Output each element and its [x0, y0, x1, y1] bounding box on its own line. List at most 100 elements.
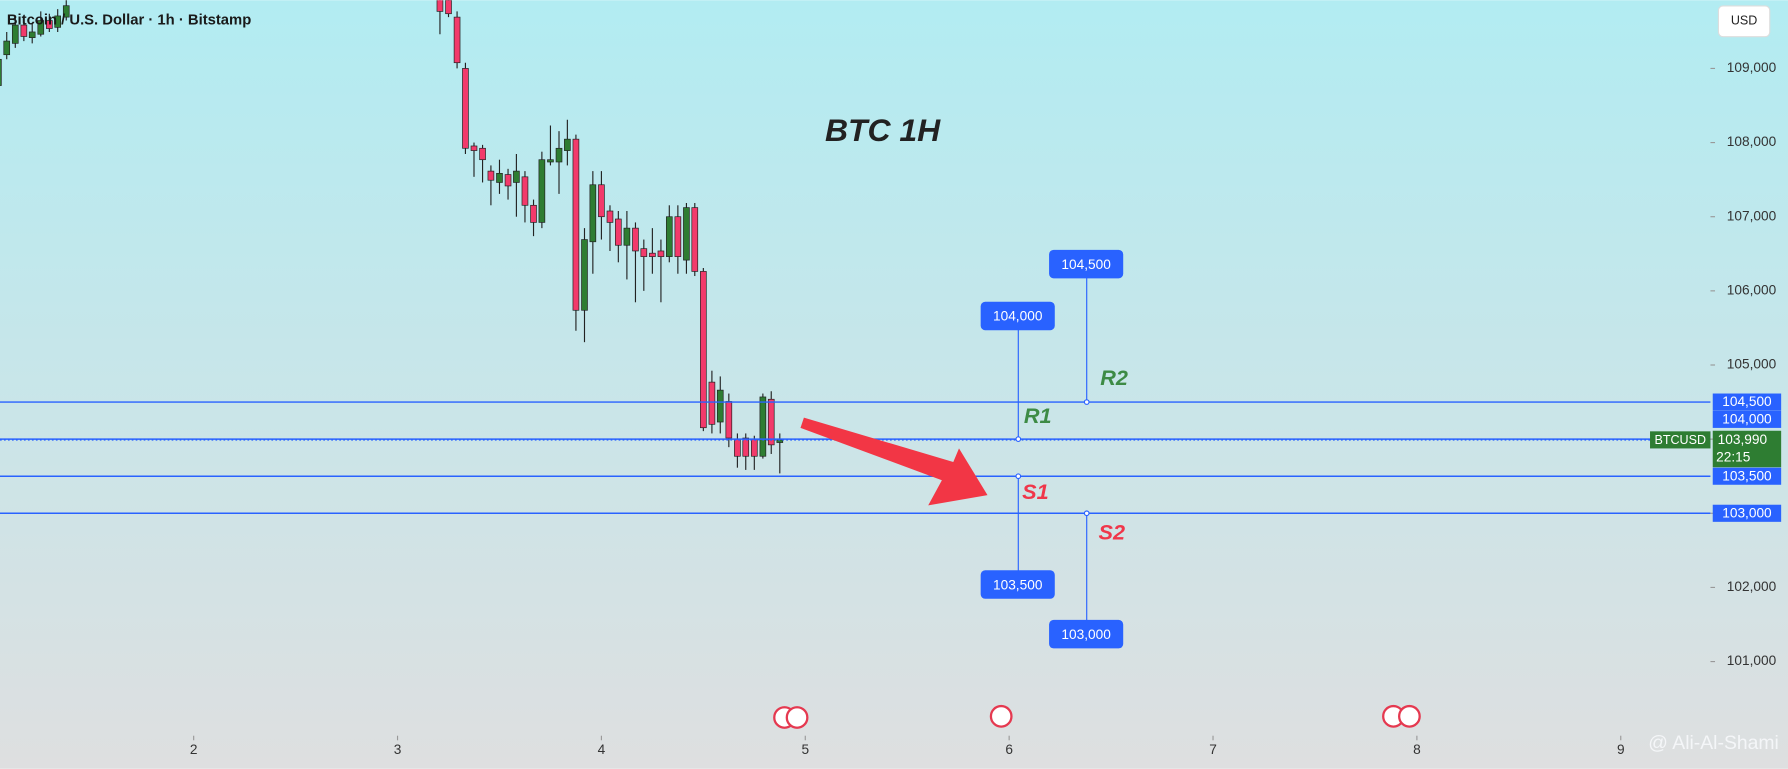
watermark: @ Ali-Al-Shami — [1648, 732, 1779, 754]
event-icon — [1398, 704, 1421, 728]
x-tick-label: 9 — [1617, 742, 1625, 757]
candle-body — [0, 58, 2, 86]
callout-anchor — [1015, 436, 1022, 442]
axis-level-label: 103,000 — [1722, 505, 1772, 520]
y-tick-label: 106,000 — [1727, 282, 1777, 297]
candle-body — [674, 216, 682, 257]
candle-body — [606, 210, 614, 223]
candle-body — [538, 159, 546, 223]
candle-body — [496, 172, 503, 183]
candle-body — [11, 24, 19, 44]
candle-body — [751, 438, 758, 457]
axis-level-label: 103,500 — [1722, 468, 1772, 483]
callout-label: 104,000 — [993, 309, 1043, 324]
event-icon — [785, 706, 809, 729]
callout-label: 104,500 — [1061, 257, 1111, 272]
currency: USD — [1731, 14, 1757, 28]
candle-body — [504, 174, 512, 187]
candle-body — [436, 0, 444, 12]
candle-body — [28, 31, 36, 39]
candle-body — [665, 216, 673, 257]
candle-body — [530, 204, 537, 223]
callout-box — [980, 570, 1055, 599]
axis-level-box — [1712, 467, 1782, 485]
candle-body — [640, 248, 648, 257]
candle-body — [462, 68, 469, 149]
candle-body — [632, 227, 639, 252]
level-tag: R2 — [1100, 365, 1128, 390]
candle-body — [521, 176, 529, 206]
candle-body — [547, 159, 554, 163]
candle-body — [564, 138, 571, 151]
x-tick-label: 5 — [801, 742, 809, 757]
y-tick-label: 107,000 — [1727, 208, 1777, 223]
candle-body — [649, 252, 656, 257]
candle-body — [759, 396, 767, 457]
candle-body — [453, 16, 461, 64]
candle-body — [700, 271, 707, 429]
candle-body — [20, 24, 28, 37]
candle-body — [742, 437, 750, 457]
level-tag: R1 — [1024, 403, 1052, 428]
x-tick-label: 4 — [598, 742, 606, 757]
candle-body — [445, 0, 452, 15]
axis-level-label: 104,000 — [1722, 412, 1772, 427]
callout-box — [980, 301, 1055, 331]
candle-body — [62, 5, 70, 18]
candle-body — [54, 15, 62, 28]
candle-body — [657, 250, 665, 257]
x-tick-label: 6 — [1005, 742, 1013, 757]
candle-body — [691, 207, 699, 272]
chart-title: BTC 1H — [825, 112, 941, 148]
axis-level-box — [1712, 410, 1782, 428]
candle-body — [487, 170, 495, 181]
axis-level-box — [1712, 504, 1782, 522]
level-tag: S2 — [1099, 520, 1126, 545]
candle-body — [572, 138, 580, 311]
candle-body — [589, 184, 597, 243]
candle-body — [615, 218, 622, 246]
currency-button[interactable] — [1717, 5, 1771, 38]
candle-body — [555, 147, 563, 163]
candle-body — [725, 401, 733, 439]
candle-body — [3, 40, 11, 56]
candle-body — [513, 170, 520, 183]
x-tick-label: 7 — [1209, 742, 1217, 757]
x-tick-label: 3 — [394, 742, 402, 757]
event-icon — [989, 704, 1013, 728]
x-tick-label: 2 — [190, 742, 198, 757]
candle-body — [623, 227, 631, 246]
callout-anchor — [1083, 510, 1090, 517]
arrow — [800, 417, 988, 506]
axis-level-box — [1712, 393, 1782, 411]
candle-body — [598, 184, 605, 218]
y-tick-label: 108,000 — [1727, 134, 1777, 149]
candle-body — [734, 438, 741, 457]
callout-box — [1049, 619, 1124, 649]
symbol-label: BTCUSD — [1654, 433, 1706, 447]
candle-body — [46, 20, 53, 29]
callout-box — [1049, 249, 1124, 279]
callout-label: 103,000 — [1061, 627, 1111, 642]
y-tick-label: 101,000 — [1727, 653, 1777, 668]
callout-anchor — [1015, 473, 1022, 480]
candle-body — [581, 239, 588, 311]
candle-body — [470, 145, 478, 151]
callout-label: 103,500 — [993, 577, 1043, 592]
y-tick-label: 105,000 — [1727, 357, 1777, 372]
callout-anchor — [1083, 399, 1090, 405]
candle-body — [708, 381, 716, 425]
candle-body — [479, 147, 486, 161]
level-tag: S1 — [1022, 479, 1049, 504]
y-tick-label: 109,000 — [1727, 60, 1777, 75]
x-tick-label: 8 — [1413, 742, 1421, 757]
candle-body — [37, 20, 45, 35]
price-label: 103,990 — [1718, 432, 1768, 447]
axis-level-label: 104,500 — [1722, 394, 1772, 409]
overlay: 104,500 R2 104,000 R1 103,500 S1 103,000 S2 — [980, 249, 1128, 649]
event-icons — [773, 704, 1421, 729]
y-tick-label: 102,000 — [1727, 579, 1777, 594]
